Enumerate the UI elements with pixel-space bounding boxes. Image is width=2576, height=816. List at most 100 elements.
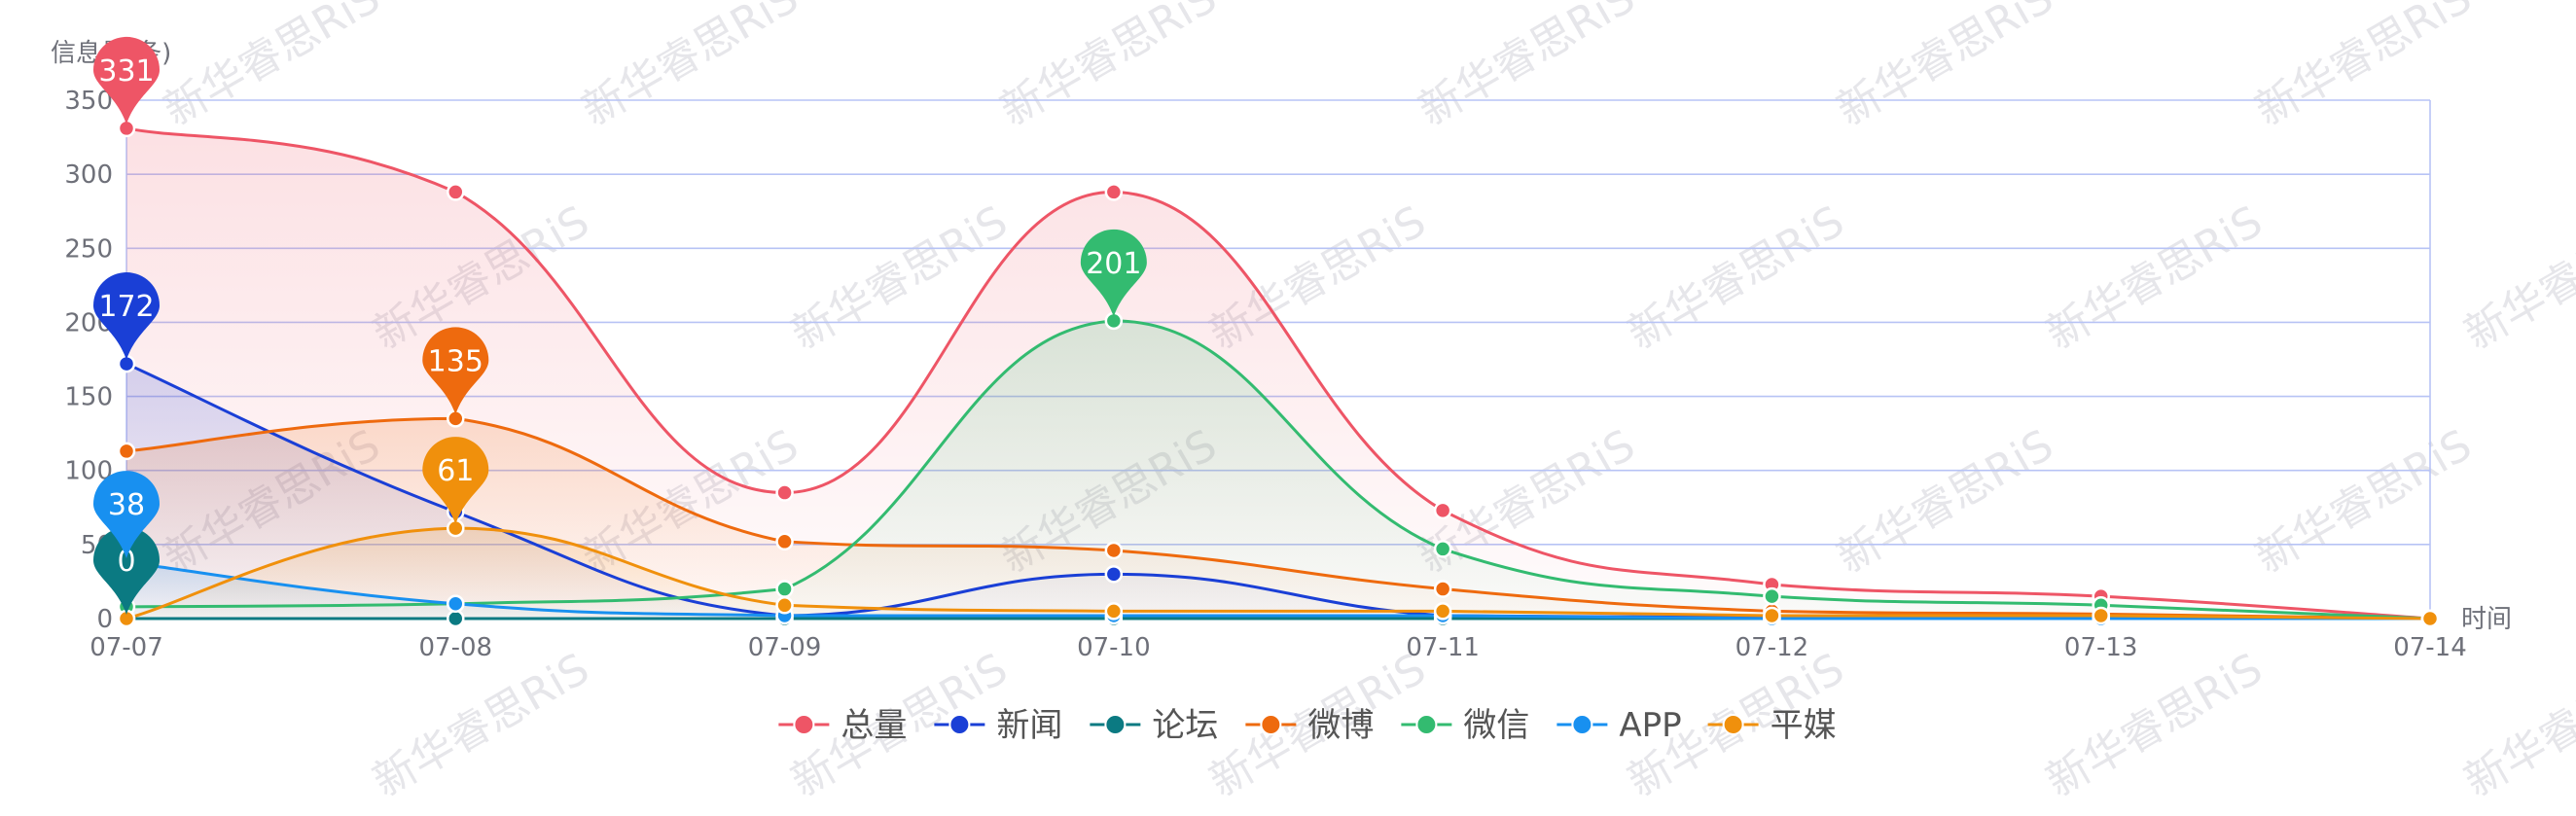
legend-dot-icon: [1571, 714, 1593, 735]
x-tick-label: 07-11: [1406, 633, 1480, 662]
max-pin-4: 201: [1080, 229, 1147, 317]
watermark-text: 新华睿思RiS: [2456, 644, 2576, 807]
y-tick-label: 250: [64, 234, 113, 264]
pin-label: 172: [98, 290, 154, 324]
data-point[interactable]: [1763, 606, 1781, 625]
watermark-text: 新华睿思RiS: [2038, 644, 2271, 807]
legend-item-1[interactable]: 新闻: [934, 706, 1062, 745]
max-pin-1: 172: [93, 272, 160, 361]
watermark-text: 新华睿思RiS: [574, 0, 806, 136]
pin-label: 0: [117, 545, 135, 579]
data-point[interactable]: [447, 609, 465, 628]
x-tick-label: 07-08: [419, 633, 493, 662]
pin-shape: [93, 272, 160, 361]
data-point[interactable]: [1763, 586, 1781, 606]
pin-shape: [422, 327, 489, 415]
x-axis: 07-07 07-08 07-09 07-10 07-11 07-12 07-13 07-14…: [89, 605, 2512, 662]
data-point[interactable]: [1433, 602, 1452, 621]
watermark-text: 新华睿思RiS: [1620, 196, 1852, 360]
pin-shape: [93, 471, 160, 559]
series-lines: [125, 126, 2431, 621]
legend-label: 总量: [841, 706, 907, 745]
series-line-3: [125, 416, 2431, 621]
max-pin-6: 61: [422, 437, 489, 525]
data-point[interactable]: [117, 442, 136, 461]
x-axis-title: 时间: [2461, 605, 2512, 634]
legend-item-4[interactable]: 微信: [1401, 706, 1529, 745]
legend-dot-icon: [1260, 714, 1282, 735]
data-point[interactable]: [775, 532, 794, 551]
watermark-text: 新华睿思RiS: [2038, 196, 2271, 360]
pin-shape: [93, 526, 160, 615]
watermark-text: 新华睿思RiS: [1829, 0, 2061, 136]
pin-label: 135: [428, 344, 483, 378]
legend-dot-icon: [1415, 714, 1438, 735]
x-tick-label: 07-12: [1735, 633, 1809, 662]
y-tick-label: 300: [64, 160, 113, 190]
pin-label: 201: [1086, 247, 1141, 281]
x-tick-label: 07-14: [2393, 633, 2467, 662]
watermark-text: 新华睿思RiS: [365, 644, 597, 807]
data-point[interactable]: [447, 594, 465, 614]
legend-item-3[interactable]: 微博: [1245, 706, 1374, 745]
pin-label: 331: [98, 54, 154, 89]
legend-item-0[interactable]: 总量: [778, 706, 907, 745]
max-markers: 331 172 0 135 201 38 61: [93, 36, 1147, 615]
data-point[interactable]: [1104, 183, 1124, 201]
watermark-text: 新华睿思RiS: [992, 0, 1225, 136]
data-point[interactable]: [447, 183, 465, 201]
data-point[interactable]: [775, 596, 794, 615]
data-point[interactable]: [1433, 501, 1452, 520]
series-area-3: [126, 418, 2430, 619]
data-point[interactable]: [1104, 541, 1124, 560]
series-line-4: [125, 319, 2431, 621]
watermark-text: 新华睿思RiS: [2456, 196, 2576, 360]
pin-shape: [93, 36, 160, 124]
y-tick-label: 350: [64, 87, 113, 116]
legend-label: 论坛: [1152, 706, 1218, 745]
legend-label: 平媒: [1771, 706, 1837, 745]
max-pin-5: 38: [93, 471, 160, 559]
series-area-4: [126, 320, 2430, 619]
pin-shape: [1080, 229, 1147, 317]
data-point[interactable]: [2420, 609, 2440, 628]
pin-label: 61: [437, 454, 474, 488]
x-tick-label: 07-07: [89, 633, 163, 662]
data-point[interactable]: [1104, 565, 1124, 584]
series-line-1: [125, 362, 2431, 621]
data-point[interactable]: [775, 483, 794, 502]
legend-label: 微博: [1307, 706, 1374, 745]
x-tick-label: 07-09: [748, 633, 822, 662]
y-tick-label: 0: [96, 605, 113, 634]
watermark-text: 新华睿思RiS: [1411, 0, 1643, 136]
legend-dot-icon: [793, 714, 815, 735]
data-point[interactable]: [1104, 602, 1124, 621]
watermark-text: 新华睿思RiS: [156, 0, 388, 136]
data-point[interactable]: [775, 580, 794, 598]
x-tick-label: 07-13: [2064, 633, 2138, 662]
series-area-0: [126, 127, 2430, 620]
data-point[interactable]: [1433, 580, 1452, 598]
y-tick-label: 150: [64, 383, 113, 412]
legend-dot-icon: [948, 714, 971, 735]
legend-item-5[interactable]: APP: [1556, 706, 1682, 745]
legend-label: APP: [1619, 706, 1681, 745]
pin-shape: [422, 437, 489, 525]
watermark-text: 新华睿思RiS: [2247, 420, 2480, 584]
pin-label: 38: [108, 488, 145, 522]
series-line-6: [125, 526, 2431, 621]
series-line-0: [125, 126, 2431, 621]
series-points: [117, 119, 2440, 628]
data-point[interactable]: [1433, 540, 1452, 558]
legend-item-6[interactable]: 平媒: [1707, 706, 1837, 745]
max-pin-0: 331: [93, 36, 160, 124]
data-point[interactable]: [2092, 606, 2110, 625]
max-pin-3: 135: [422, 327, 489, 415]
legend-label: 新闻: [996, 706, 1062, 745]
legend[interactable]: 总量 新闻 论坛 微博 微信 APP 平媒: [778, 706, 1837, 745]
series-line-5: [125, 560, 2430, 621]
watermark-text: 新华睿思RiS: [2247, 0, 2480, 136]
max-pin-2: 0: [93, 526, 160, 615]
legend-item-2[interactable]: 论坛: [1090, 706, 1218, 745]
